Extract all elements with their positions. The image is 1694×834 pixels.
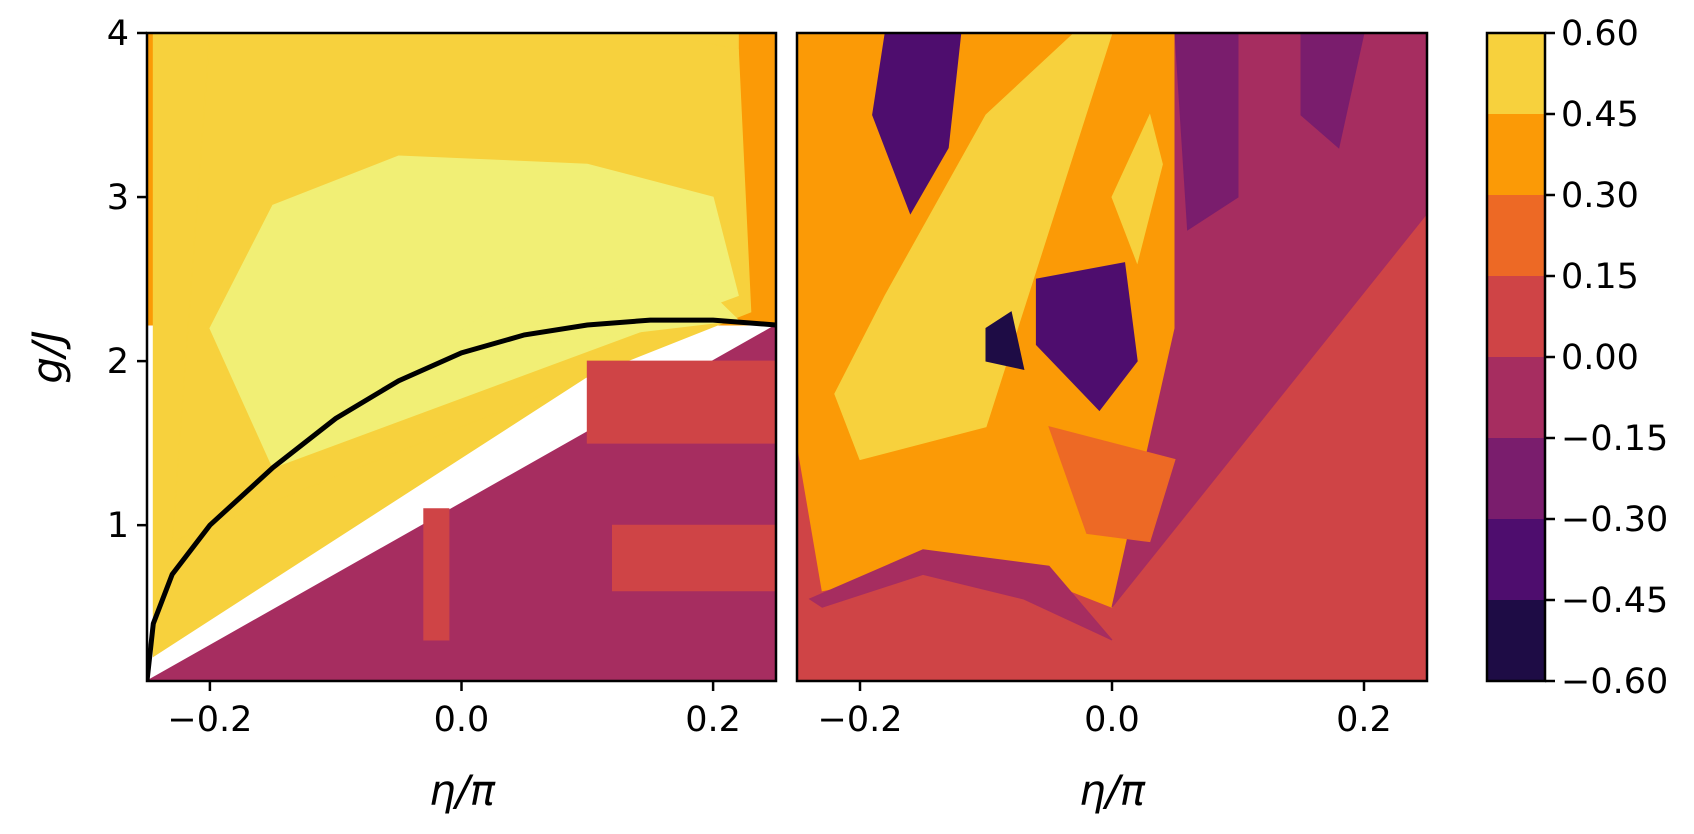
- xtick-label: 0.0: [1084, 700, 1140, 740]
- right-heatmap: [797, 33, 1427, 681]
- ytick-label: 1: [107, 506, 129, 546]
- contour-region-left-8: [423, 508, 450, 641]
- contour-region-right-5: [1111, 113, 1163, 265]
- contour-region-right-8: [1174, 33, 1239, 231]
- right-panel: −0.2 0.0 0.2 η/π: [795, 31, 1429, 815]
- colorbar-bands: [1487, 33, 1545, 681]
- xtick-label: 0.2: [685, 700, 741, 740]
- contour-region-right-4: [834, 33, 1113, 461]
- contour-region-left-6: [586, 360, 776, 444]
- right-xlabel: η/π: [1079, 766, 1146, 815]
- contour-region-left-7: [612, 524, 776, 592]
- colorbar-band: [1487, 438, 1545, 519]
- left-ylabel: g/J: [23, 330, 72, 383]
- colorbar-tick-label: 0.45: [1561, 95, 1639, 135]
- colorbar-tick-label: −0.45: [1561, 581, 1668, 621]
- colorbar-band: [1487, 195, 1545, 276]
- colorbar-band: [1487, 33, 1545, 114]
- contour-region-right-10: [985, 311, 1025, 370]
- contour-region-right-6: [872, 33, 962, 215]
- colorbar-band: [1487, 276, 1545, 357]
- colorbar-tick-label: −0.30: [1561, 500, 1668, 540]
- colorbar-tick-label: −0.15: [1561, 419, 1668, 459]
- ytick-label: 3: [107, 178, 129, 218]
- left-heatmap: [147, 33, 776, 681]
- colorbar-ticks: −0.60 −0.45 −0.30 −0.15 0.00 0.15 0.30 0.45 0.60: [1545, 14, 1668, 702]
- contour-region-left-3: [209, 155, 739, 469]
- left-xlabel: η/π: [429, 766, 496, 815]
- left-panel: −0.2 0.0 0.2 1 2 3 4 η/π g/J: [23, 14, 778, 815]
- colorbar-tick-label: 0.60: [1561, 14, 1639, 54]
- colorbar: −0.60 −0.45 −0.30 −0.15 0.00 0.15 0.30 0.45 0.60: [1485, 14, 1668, 702]
- colorbar-band: [1487, 519, 1545, 600]
- colorbar-tick-label: 0.00: [1561, 338, 1639, 378]
- contour-region-right-7: [1035, 262, 1138, 412]
- contour-region-right-9: [1300, 33, 1365, 149]
- contour-region-right-3: [808, 549, 1113, 641]
- colorbar-tick-label: −0.60: [1561, 662, 1668, 702]
- contour-region-right-11: [1048, 425, 1176, 543]
- xtick-label: 0.0: [434, 700, 490, 740]
- right-axis-ticks: −0.2 0.0 0.2: [818, 681, 1392, 740]
- colorbar-band: [1487, 600, 1545, 681]
- left-axis-ticks: −0.2 0.0 0.2 1 2 3 4: [107, 14, 741, 740]
- phase-boundary-curve: [147, 317, 776, 681]
- xtick-label: −0.2: [167, 700, 252, 740]
- xtick-label: 0.2: [1336, 700, 1392, 740]
- ytick-label: 4: [107, 14, 129, 54]
- colorbar-band: [1487, 114, 1545, 195]
- xtick-label: −0.2: [818, 700, 903, 740]
- ytick-label: 2: [107, 342, 129, 382]
- colorbar-tick-label: 0.30: [1561, 176, 1639, 216]
- colorbar-band: [1487, 357, 1545, 438]
- colorbar-tick-label: 0.15: [1561, 257, 1639, 297]
